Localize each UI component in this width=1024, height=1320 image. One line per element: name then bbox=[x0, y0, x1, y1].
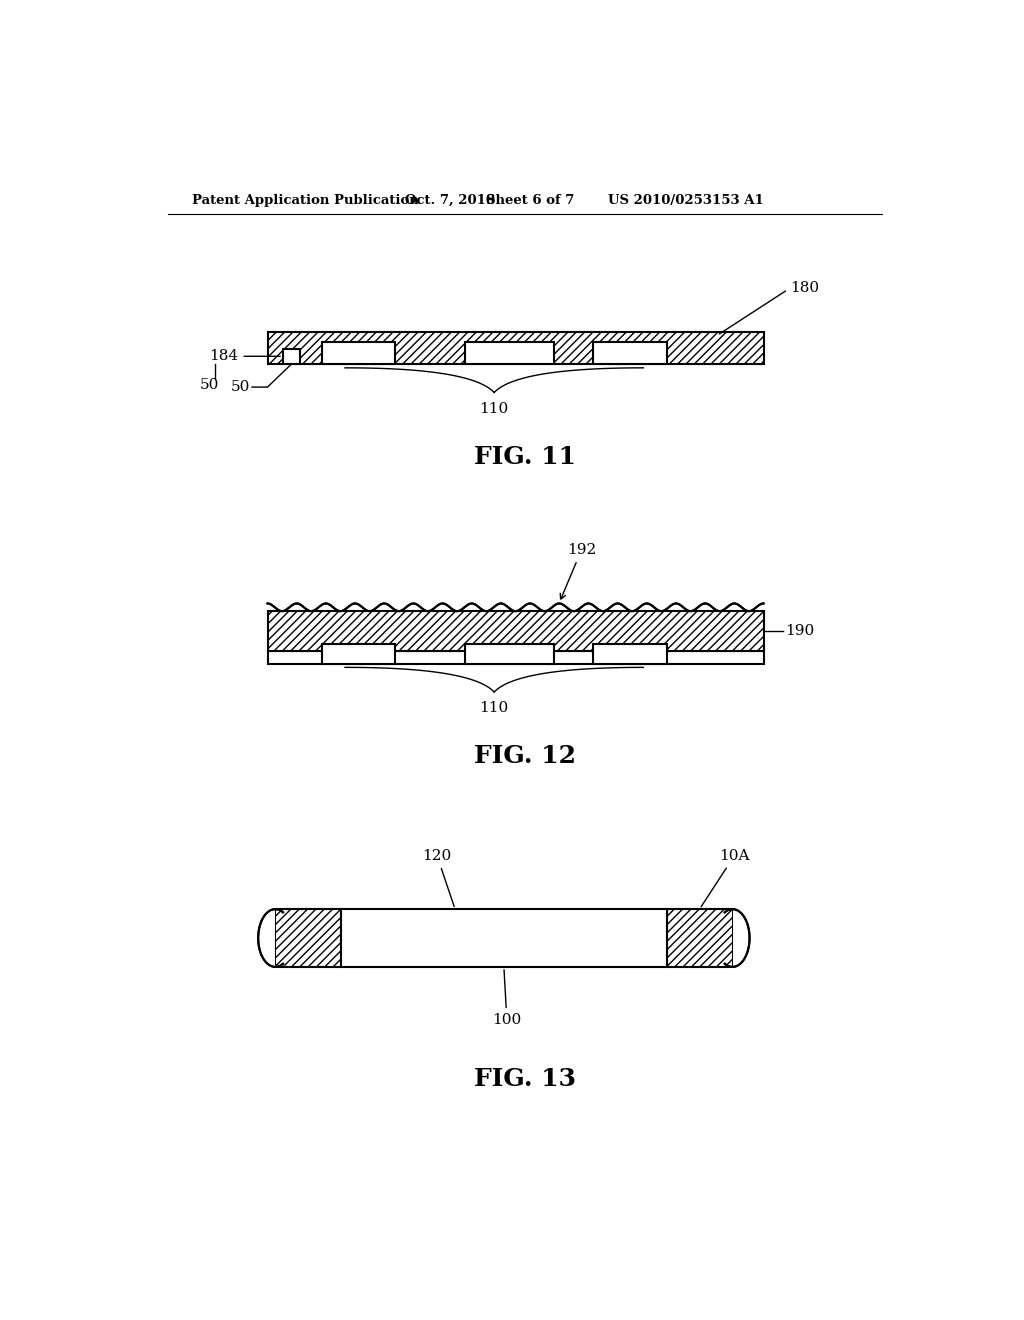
Bar bbox=[283, 348, 300, 364]
Bar bbox=[322, 644, 395, 664]
Polygon shape bbox=[267, 599, 764, 611]
Bar bbox=[275, 909, 341, 966]
Text: 110: 110 bbox=[479, 701, 509, 715]
Text: 180: 180 bbox=[719, 281, 820, 334]
Bar bbox=[267, 611, 764, 651]
Bar bbox=[267, 331, 764, 364]
Bar bbox=[465, 644, 554, 664]
Bar bbox=[322, 342, 395, 364]
Text: 192: 192 bbox=[560, 544, 596, 599]
Text: 10A: 10A bbox=[701, 849, 750, 907]
Text: 100: 100 bbox=[493, 970, 521, 1027]
Bar bbox=[593, 342, 667, 364]
Text: FIG. 13: FIG. 13 bbox=[474, 1067, 575, 1092]
Bar bbox=[267, 651, 764, 664]
Text: US 2010/0253153 A1: US 2010/0253153 A1 bbox=[608, 194, 764, 207]
Text: 120: 120 bbox=[423, 849, 455, 907]
Text: 50: 50 bbox=[200, 378, 219, 392]
Text: 184: 184 bbox=[209, 350, 281, 363]
Bar bbox=[465, 342, 554, 364]
Text: Sheet 6 of 7: Sheet 6 of 7 bbox=[486, 194, 574, 207]
Bar bbox=[341, 909, 667, 966]
Bar bbox=[267, 611, 764, 651]
Bar bbox=[667, 909, 732, 966]
Bar bbox=[267, 331, 764, 364]
Text: Oct. 7, 2010: Oct. 7, 2010 bbox=[406, 194, 496, 207]
Text: FIG. 12: FIG. 12 bbox=[474, 744, 575, 768]
Text: 190: 190 bbox=[785, 624, 814, 638]
Text: 50: 50 bbox=[231, 380, 251, 395]
Text: 110: 110 bbox=[479, 401, 509, 416]
Text: FIG. 11: FIG. 11 bbox=[474, 445, 575, 469]
Text: Patent Application Publication: Patent Application Publication bbox=[193, 194, 419, 207]
Bar bbox=[275, 909, 341, 966]
Bar bbox=[667, 909, 732, 966]
Bar bbox=[593, 644, 667, 664]
